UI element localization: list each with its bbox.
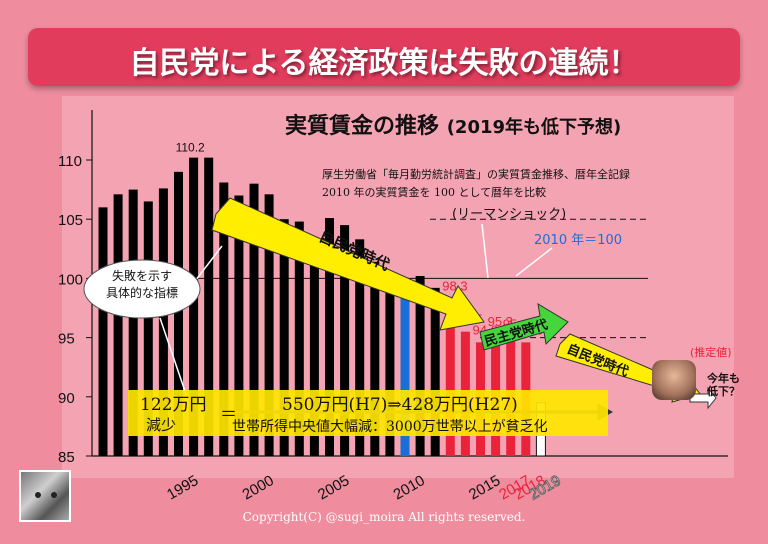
value-label-1996: 110.2 — [176, 141, 205, 155]
y-tick-label: 110 — [58, 153, 82, 170]
bar-1994 — [158, 188, 168, 456]
bar-2007 — [355, 239, 365, 456]
y-tick-label: 100 — [58, 271, 83, 288]
chart-title-sub: (2019年も低下予想) — [446, 117, 622, 138]
future-line-1: 今年も — [707, 372, 740, 385]
summary-box — [128, 390, 608, 436]
summary-income: 550万円(H7)⇒428万円(H27) — [282, 395, 518, 415]
summary-detail: 世帯所得中央値大幅減：3000万世帯以上が貧乏化 — [232, 419, 548, 435]
summary-eq: ＝ — [220, 405, 237, 425]
bar-1993 — [143, 201, 153, 456]
x-tick-2000: 2000 — [240, 472, 277, 503]
cat-eye-left — [35, 492, 41, 498]
bar-2003 — [294, 221, 304, 456]
title-banner: 自民党による経済政策は失敗の連続！ — [28, 28, 740, 86]
y-tick-label: 90 — [58, 390, 75, 407]
banner-title: 自民党による経済政策は失敗の連続！ — [129, 46, 639, 81]
politician-photo — [652, 360, 696, 400]
lehman-label: (リーマンショック) — [452, 207, 566, 222]
bar-2011 — [415, 276, 425, 456]
bar-1996 — [189, 157, 199, 456]
bar-2004 — [309, 253, 319, 456]
callout-line-1: 失敗を示す — [111, 269, 172, 283]
y-tick-label: 95 — [58, 331, 75, 348]
cat-eye-right — [51, 492, 57, 498]
x-tick-1995: 1995 — [164, 472, 201, 503]
callout-pointer-down — [159, 317, 189, 401]
arrow-ldp-1 — [211, 197, 485, 331]
arrow-2019 — [689, 386, 717, 410]
bar-2001 — [264, 194, 274, 456]
chart-title: 実質賃金の推移 (2019年も低下予想) — [285, 108, 621, 140]
bar-2010 — [400, 278, 410, 456]
bar-1997 — [204, 157, 214, 456]
bar-2005 — [325, 218, 334, 456]
bar-1992 — [128, 189, 138, 456]
bar-1998 — [219, 182, 229, 456]
copyright: Copyright(C) @sugi_moira All rights rese… — [242, 510, 526, 524]
source-note-2: 2010 年の実質賃金を 100 として暦年を比較 — [322, 186, 547, 199]
bar-2000 — [249, 183, 259, 456]
y-tick-label: 105 — [58, 212, 83, 229]
bar-2012 — [430, 287, 440, 456]
base-pointer — [515, 247, 553, 277]
bar-2013 — [445, 298, 455, 456]
callout-line-2: 具体的な指標 — [105, 286, 178, 300]
bar-2006 — [340, 225, 350, 456]
arrow-dpj — [479, 303, 569, 351]
summary-amount: 122万円 — [140, 395, 207, 415]
x-tick-2010: 2010 — [391, 472, 428, 503]
bar-1990 — [98, 207, 108, 456]
callout-bubble — [83, 259, 201, 319]
future-question: 今年も 低下？ — [707, 372, 740, 398]
chart-title-main: 実質賃金の推移 — [285, 113, 440, 139]
base-label: 2010 年＝100 — [534, 233, 622, 248]
bar-2002 — [279, 219, 289, 456]
bar-2008 — [370, 261, 380, 456]
cat-avatar — [19, 470, 71, 522]
bar-2009 — [385, 292, 395, 456]
callout-text: 失敗を示す 具体的な指標 — [82, 268, 202, 302]
lehman-pointer — [481, 223, 489, 279]
bar-1995 — [174, 171, 183, 456]
summary-decrease: 減少 — [146, 416, 177, 434]
estimated-label: (推定値) — [690, 345, 732, 359]
source-note-1: 厚生労働省「毎月勤労統計調査」の実質賃金推移、暦年全記録 — [322, 168, 630, 181]
y-tick-label: 85 — [58, 449, 75, 466]
future-line-2: 低下？ — [707, 385, 740, 398]
bar-1991 — [113, 194, 123, 456]
x-tick-2005: 2005 — [315, 472, 352, 503]
bar-1999 — [234, 195, 244, 456]
